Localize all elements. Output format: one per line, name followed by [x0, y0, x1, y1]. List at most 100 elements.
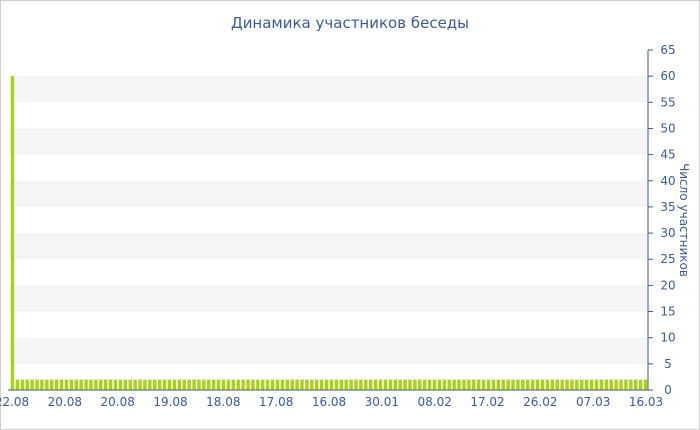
- x-tick-label: 18.08: [206, 395, 240, 409]
- bar: [462, 379, 466, 390]
- bar: [476, 379, 481, 390]
- y-axis-ticks: 0 5 10 15 20 25 30 35 40 45 50 55 60 65: [648, 43, 676, 397]
- bar: [344, 379, 348, 390]
- grid-band: [10, 233, 648, 260]
- y-tick-label: 65: [660, 43, 675, 57]
- bar: [354, 379, 358, 390]
- bar: [334, 379, 339, 390]
- bar: [138, 379, 142, 390]
- bar: [192, 379, 196, 390]
- bar: [265, 379, 270, 390]
- bar: [422, 379, 427, 390]
- bar: [388, 379, 393, 390]
- bar: [629, 379, 633, 390]
- bar: [457, 379, 461, 390]
- bar: [486, 379, 491, 390]
- bar: [128, 379, 132, 390]
- bar: [172, 379, 177, 390]
- bar: [550, 379, 555, 390]
- bar: [315, 379, 319, 390]
- bar: [501, 379, 505, 390]
- bar: [226, 379, 231, 390]
- bar: [432, 379, 437, 390]
- bar: [427, 379, 432, 390]
- bar: [604, 379, 609, 390]
- bar: [383, 379, 388, 390]
- bar: [89, 379, 93, 390]
- bar: [319, 379, 324, 390]
- bar: [580, 379, 584, 390]
- bar: [530, 379, 535, 390]
- bar: [182, 379, 186, 390]
- bar: [207, 379, 211, 390]
- bar: [634, 379, 638, 390]
- bar: [221, 379, 226, 390]
- bar: [211, 379, 216, 390]
- bar: [393, 379, 397, 390]
- bar: [285, 379, 290, 390]
- x-tick-label: 30.01: [365, 395, 399, 409]
- y-tick-label: 5: [664, 357, 672, 371]
- x-tick-label: 19.08: [153, 395, 187, 409]
- bar: [167, 379, 172, 390]
- bar: [521, 379, 525, 390]
- bar: [251, 379, 255, 390]
- bar: [584, 379, 589, 390]
- y-tick-label: 15: [660, 305, 675, 319]
- x-tick-label: 17.08: [259, 395, 293, 409]
- bar: [148, 379, 152, 390]
- grid-band: [10, 180, 648, 207]
- bar: [30, 379, 34, 390]
- bar: [398, 379, 402, 390]
- bar: [216, 379, 221, 390]
- x-tick-label: 16.03: [629, 395, 663, 409]
- y-tick-label: 50: [660, 121, 675, 135]
- bar: [643, 379, 648, 390]
- bar: [108, 379, 113, 390]
- bar: [310, 379, 314, 390]
- x-tick-label: 16.08: [312, 395, 346, 409]
- bar: [599, 379, 604, 390]
- bar: [545, 379, 550, 390]
- bar: [418, 379, 422, 390]
- bar: [437, 379, 442, 390]
- bar: [256, 379, 260, 390]
- grid-band: [10, 128, 648, 155]
- bar: [638, 379, 643, 390]
- bar: [290, 379, 294, 390]
- bar: [202, 379, 206, 390]
- bars-group: [10, 76, 648, 391]
- x-tick-label: 20.08: [48, 395, 82, 409]
- bar: [452, 379, 456, 390]
- grid-band: [10, 76, 648, 103]
- bar: [496, 379, 501, 390]
- y-tick-label: 10: [660, 331, 675, 345]
- x-axis-ticks: 22.08 20.08 20.08 19.08 18.08 17.08 16.08 30.01…: [0, 395, 663, 409]
- chart-title: Динамика участников беседы: [231, 14, 469, 32]
- bar: [413, 379, 417, 390]
- x-tick-label: 26.02: [523, 395, 557, 409]
- bar: [133, 379, 137, 390]
- bar: [516, 379, 520, 390]
- bar: [35, 379, 39, 390]
- bar: [373, 379, 378, 390]
- y-tick-label: 20: [660, 278, 675, 292]
- bar: [40, 379, 44, 390]
- bar: [364, 379, 368, 390]
- bar: [94, 379, 98, 390]
- y-tick-label: 55: [660, 95, 675, 109]
- bar: [535, 379, 540, 390]
- bar: [187, 379, 191, 390]
- bar: [20, 379, 24, 390]
- bar: [153, 379, 157, 390]
- bar: [540, 379, 545, 390]
- bar: [575, 379, 579, 390]
- bar: [241, 379, 245, 390]
- bar: [118, 379, 123, 390]
- y-tick-label: 40: [660, 174, 675, 188]
- bar: [261, 379, 265, 390]
- x-tick-label: 22.08: [0, 395, 29, 409]
- bar: [50, 379, 54, 390]
- bar: [231, 379, 236, 390]
